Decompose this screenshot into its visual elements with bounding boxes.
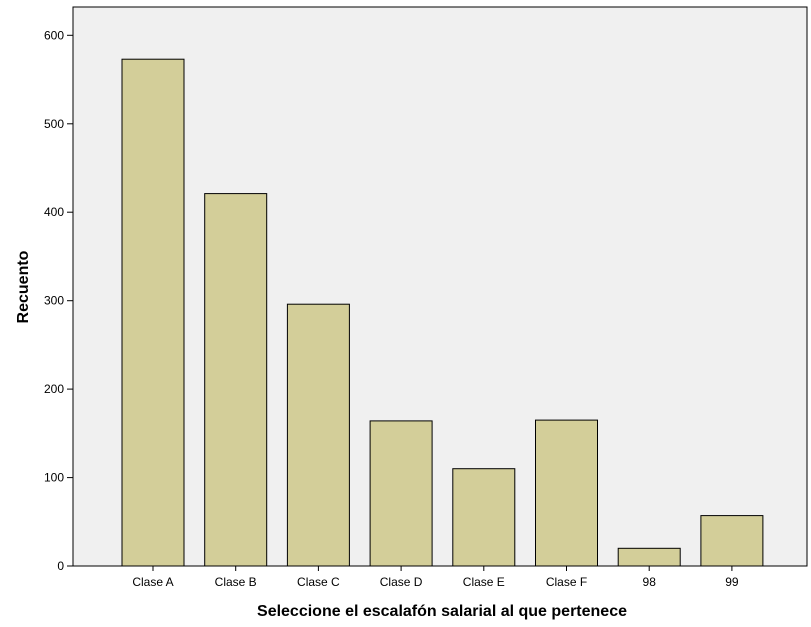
- y-tick-label: 500: [44, 117, 64, 131]
- bar-98: [617, 547, 681, 567]
- y-tick-label: 100: [44, 471, 64, 485]
- y-tick-label: 0: [57, 559, 64, 573]
- y-tick-label: 600: [44, 28, 64, 42]
- y-tick-label: 400: [44, 205, 64, 219]
- y-axis-title: Recuento: [15, 250, 32, 323]
- bar-clase-b: [204, 193, 268, 567]
- x-tick-label: 99: [725, 575, 739, 589]
- x-tick-label: Clase D: [380, 575, 423, 589]
- bar-clase-d: [369, 420, 433, 567]
- plot-area: [72, 6, 808, 567]
- x-axis: Clase A Clase B Clase C Clase D Clase E Clase…: [132, 566, 739, 589]
- x-tick-label: Clase C: [297, 575, 340, 589]
- x-tick-label: Clase E: [463, 575, 505, 589]
- y-tick-label: 200: [44, 382, 64, 396]
- y-tick-label: 300: [44, 294, 64, 308]
- x-tick-label: Clase B: [215, 575, 257, 589]
- bar-99: [700, 515, 764, 567]
- x-tick-label: Clase F: [546, 575, 587, 589]
- x-tick-label: 98: [643, 575, 657, 589]
- bar-clase-a: [121, 58, 185, 567]
- bar-clase-e: [452, 468, 516, 567]
- x-axis-title: Seleccione el escalafón salarial al que …: [257, 603, 627, 620]
- bars: [121, 58, 764, 567]
- bar-clase-f: [535, 419, 598, 567]
- bar-clase-c: [286, 303, 350, 567]
- x-tick-label: Clase A: [132, 575, 173, 589]
- y-axis: 0 100 200 300 400 500 600: [44, 28, 73, 573]
